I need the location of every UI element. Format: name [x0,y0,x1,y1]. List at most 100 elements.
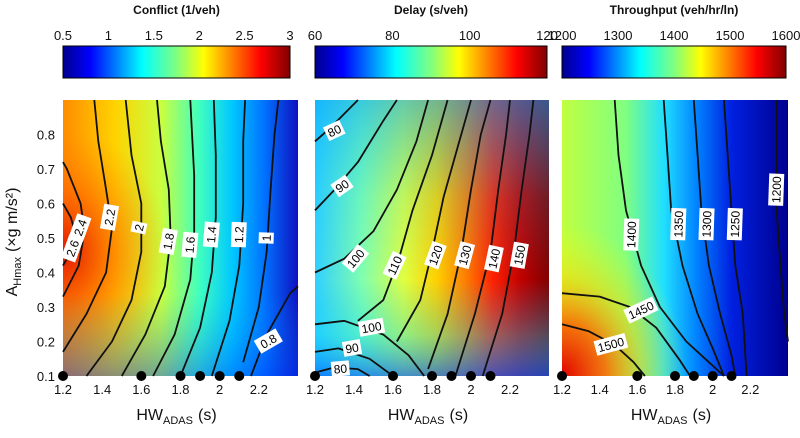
contour-label: 1200 [768,173,785,206]
y-tick-label: 0.3 [37,300,55,315]
contour-label-text: 1.2 [232,226,247,243]
contour-label-text: 2.4 [71,217,90,238]
contour-label: 2 [130,220,148,235]
x-axis-label-main: HW [388,407,416,424]
contour-label-bg [768,173,785,206]
contour-label: 1.8 [158,227,178,256]
contour-line [613,99,725,377]
panels: 2.62.4 2.2 2 1.8 1.6 1.4 1.2 1 0.8 1.2 1.4 1.6 1.8 2 2… [4,99,789,427]
colorbar-2: Delay (s/veh) 60 80 100 120 [308,3,558,79]
sample-point [466,371,476,381]
x-tick-label: 1.4 [345,382,363,397]
x-tick-label: 1.2 [553,382,571,397]
contour-label-bg [61,233,84,263]
contour-label-bg [253,328,283,354]
contour-label-bg [181,231,199,258]
colorbar-title: Delay (s/veh) [394,3,468,17]
sample-point [446,371,457,381]
contour-label-bg [230,221,247,248]
x-tick-label: 1.4 [591,382,609,397]
x-axis-label-sub: ADAS [163,415,193,427]
y-tick-label: 0.5 [37,231,55,246]
contour-label-bg [330,174,354,198]
sample-point [310,371,320,381]
sample-point [557,371,567,381]
contour-label: 1.6 [181,231,199,258]
y-axis-label-main: A [4,285,21,296]
colorbar-tick-label: 1200 [548,28,577,43]
contour-label-bg [130,220,148,235]
x-axis-label: HWADAS (s) [136,407,216,427]
contour-label-text: 80 [333,362,348,377]
contour-label-text: 2.6 [63,238,82,259]
contour-label-text: 1500 [596,335,626,356]
contour-label: 1.4 [202,221,220,248]
contour-label-text: 120 [426,243,446,267]
sample-point [688,371,699,381]
x-axis-label-unit: (s) [449,407,468,424]
contour-line [454,99,511,377]
y-tick-label: 0.8 [37,128,55,143]
contour-line [427,99,492,370]
contour-label-bg [623,296,659,324]
contour-label-text: 1200 [769,176,784,203]
contour-label: 90 [341,338,363,357]
contour-label: 1350 [670,207,687,241]
contour-label-bg [454,241,476,270]
sample-point [726,371,737,381]
contour-label: 100 [357,317,386,337]
contour-label-bg [341,243,370,273]
colorbar-title: Conflict (1/veh) [133,3,220,17]
contour-line [561,292,691,377]
sample-point [632,371,643,381]
colorbar-scale [62,45,291,79]
contour-line [692,99,737,377]
x-tick-label: 2 [467,382,474,397]
contour-label: 2.6 [61,233,84,263]
colorbar-tick-label: 1.5 [145,28,163,43]
colorbar-3: Throughput (veh/hr/ln) 1200 1300 1400 1500 16… [548,3,800,79]
x-tick-label: 1.2 [54,382,72,397]
x-tick-label: 1.6 [628,382,646,397]
colorbar-tick-label: 3 [286,28,293,43]
colorbar-tick-label: 60 [308,28,322,43]
contour-label: 130 [454,241,476,270]
x-tick-label: 1.6 [384,382,402,397]
contour-label-text: 90 [344,340,360,356]
x-axis-label: HWADAS (s) [631,407,711,427]
contour-label-text: 1250 [728,210,743,237]
y-axis-label-sub: Hmax [12,257,24,286]
colorbar-tick-label: 80 [385,28,399,43]
contour-line [357,99,449,322]
contour-label-bg [341,338,363,357]
colorbar-tick-label: 1300 [604,28,633,43]
contour-line [314,99,398,212]
x-tick-label: 1.8 [171,382,189,397]
colorbar-tick-label: 2.5 [236,28,254,43]
contour-label-text: 150 [511,244,528,266]
contour-line [242,99,280,363]
y-axis-label-unit: (×g m/s²) [4,188,21,252]
contour-label-bg [509,241,529,269]
x-axis-label-sub: ADAS [658,415,688,427]
sample-point [670,371,680,381]
colorbar-tick-label: 2 [196,28,203,43]
contour-label-text: 1300 [700,210,715,237]
contour-label-text: 2.2 [102,208,119,227]
sample-point [136,371,147,381]
y-tick-label: 0.2 [37,335,55,350]
sample-point [427,371,437,381]
sample-point [707,371,718,381]
x-axis-label-main: HW [136,407,164,424]
contour-label-text: 1.8 [160,232,177,251]
x-tick-label: 1.8 [666,382,684,397]
contour-label-text: 130 [456,244,475,267]
colorbars: Conflict (1/veh) 0.5 1 1.5 2 2.5 3 Delay (s/veh… [54,3,800,79]
sample-point [234,371,245,381]
contour-label: 2.2 [99,203,120,231]
contour-line [250,285,299,377]
x-tick-label: 1.4 [93,382,111,397]
x-tick-label: 2.2 [250,382,268,397]
